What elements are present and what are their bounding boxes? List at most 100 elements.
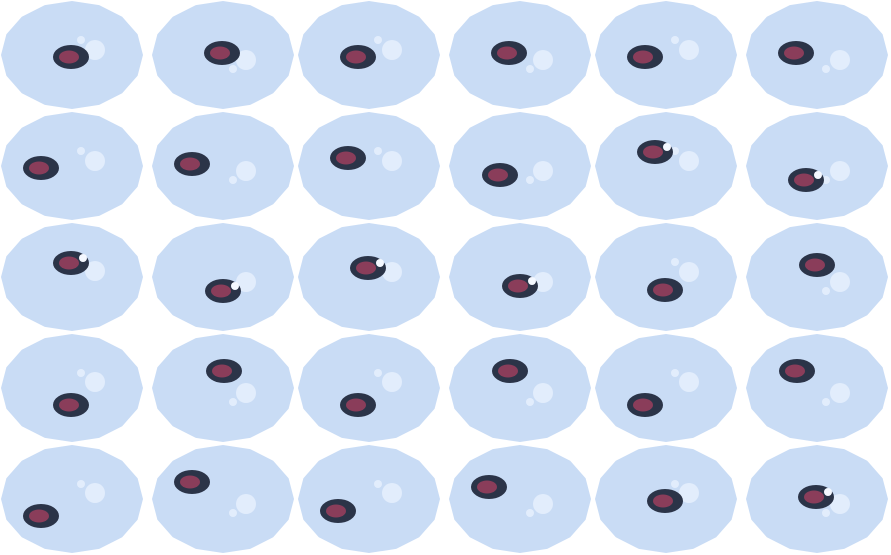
cell-drawing (449, 1, 591, 109)
grid-cell (448, 0, 593, 111)
small-light-dot (526, 176, 534, 184)
cell-drawing (152, 445, 294, 553)
cell-drawing (298, 223, 440, 331)
small-light-dot (671, 480, 679, 488)
light-spot (85, 483, 105, 503)
red-core (336, 151, 356, 165)
grid-cell (594, 111, 739, 222)
small-light-dot (822, 398, 830, 406)
small-light-dot (77, 36, 85, 44)
light-spot (382, 483, 402, 503)
small-light-dot (822, 509, 830, 517)
light-spot (533, 494, 553, 514)
cell-drawing (1, 445, 143, 553)
cell-drawing (152, 334, 294, 442)
white-highlight (814, 171, 822, 179)
cell-drawing (298, 334, 440, 442)
small-light-dot (229, 176, 237, 184)
light-spot (830, 161, 850, 181)
small-light-dot (77, 480, 85, 488)
light-spot (679, 151, 699, 171)
red-core (59, 398, 79, 412)
blob-shape (595, 334, 737, 442)
blob-shape (449, 112, 591, 220)
grid-cell (594, 333, 739, 444)
grid-cell (151, 0, 296, 111)
grid-cell (594, 0, 739, 111)
grid-cell (297, 333, 442, 444)
small-light-dot (374, 369, 382, 377)
light-spot (679, 372, 699, 392)
red-core (497, 46, 517, 60)
blob-shape (746, 1, 888, 109)
grid-cell (151, 444, 296, 555)
cell-drawing (746, 445, 888, 553)
cell-drawing (298, 112, 440, 220)
light-spot (679, 483, 699, 503)
white-highlight (824, 488, 832, 496)
light-spot (533, 50, 553, 70)
red-core (643, 145, 663, 159)
red-core (180, 475, 200, 489)
small-light-dot (526, 509, 534, 517)
light-spot (382, 262, 402, 282)
red-core (794, 173, 814, 187)
light-spot (85, 40, 105, 60)
cell-drawing (152, 223, 294, 331)
blob-shape (449, 334, 591, 442)
red-core (59, 50, 79, 64)
cell-drawing (152, 1, 294, 109)
cell-drawing (1, 112, 143, 220)
blob-shape (1, 445, 143, 553)
cell-drawing (595, 112, 737, 220)
grid-cell (297, 111, 442, 222)
red-core (508, 279, 528, 293)
grid-cell (448, 111, 593, 222)
grid-cell (151, 333, 296, 444)
cell-drawing (449, 445, 591, 553)
cell-drawing (1, 223, 143, 331)
small-light-dot (822, 287, 830, 295)
grid-cell (448, 444, 593, 555)
grid-cell (448, 333, 593, 444)
red-core (59, 256, 79, 270)
cell-drawing (152, 112, 294, 220)
blob-shape (595, 223, 737, 331)
grid-cell (297, 0, 442, 111)
cell-drawing (449, 112, 591, 220)
red-core (498, 364, 518, 378)
light-spot (679, 262, 699, 282)
light-spot (236, 161, 256, 181)
blob-shape (449, 445, 591, 553)
small-light-dot (671, 147, 679, 155)
grid-cell (448, 222, 593, 333)
cell-drawing (746, 1, 888, 109)
red-core (633, 398, 653, 412)
blob-shape (1, 334, 143, 442)
white-highlight (231, 282, 239, 290)
cell-drawing (595, 445, 737, 553)
grid-cell (745, 444, 890, 555)
small-light-dot (822, 65, 830, 73)
red-core (653, 494, 673, 508)
small-light-dot (77, 147, 85, 155)
cell-drawing (298, 445, 440, 553)
small-light-dot (671, 36, 679, 44)
red-core (210, 46, 230, 60)
red-core (346, 50, 366, 64)
grid-cell (594, 444, 739, 555)
cell-drawing (746, 334, 888, 442)
blob-shape (298, 334, 440, 442)
cell-drawing (298, 1, 440, 109)
grid-cell (0, 222, 145, 333)
small-light-dot (77, 369, 85, 377)
light-spot (382, 372, 402, 392)
red-core (804, 490, 824, 504)
blob-shape (152, 334, 294, 442)
small-light-dot (374, 480, 382, 488)
cell-drawing (1, 1, 143, 109)
blob-shape (746, 334, 888, 442)
blob-shape (1, 223, 143, 331)
red-core (346, 398, 366, 412)
blob-shape (298, 445, 440, 553)
